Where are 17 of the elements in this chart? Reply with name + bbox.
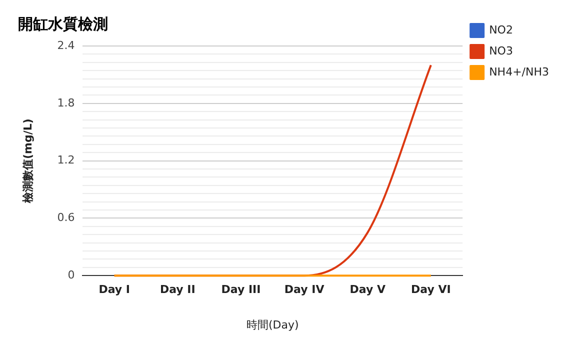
x-tick-label: Day II [160, 283, 196, 296]
legend-label: NO2 [489, 23, 513, 36]
y-tick-label: 0.6 [57, 211, 75, 224]
y-tick-label: 1.8 [57, 96, 75, 110]
x-axis-title: 時間(Day) [246, 318, 299, 332]
x-tick-label: Day III [221, 283, 261, 296]
y-tick-label: 2.4 [57, 38, 75, 52]
chart-title: 開缸水質檢測 [18, 14, 108, 33]
y-tick-label: 1.2 [57, 154, 75, 167]
x-tick-label: Day I [98, 283, 130, 296]
x-tick-label: Day VI [411, 283, 451, 296]
legend-label: NH4+/NH3 [489, 65, 549, 78]
y-axis-title: 檢測數值(mg/L) [21, 118, 34, 204]
x-tick-label: Day V [350, 283, 386, 296]
y-tick-label: 0 [68, 268, 75, 282]
x-tick-label: Day IV [284, 283, 325, 296]
legend-label: NO3 [489, 44, 513, 58]
